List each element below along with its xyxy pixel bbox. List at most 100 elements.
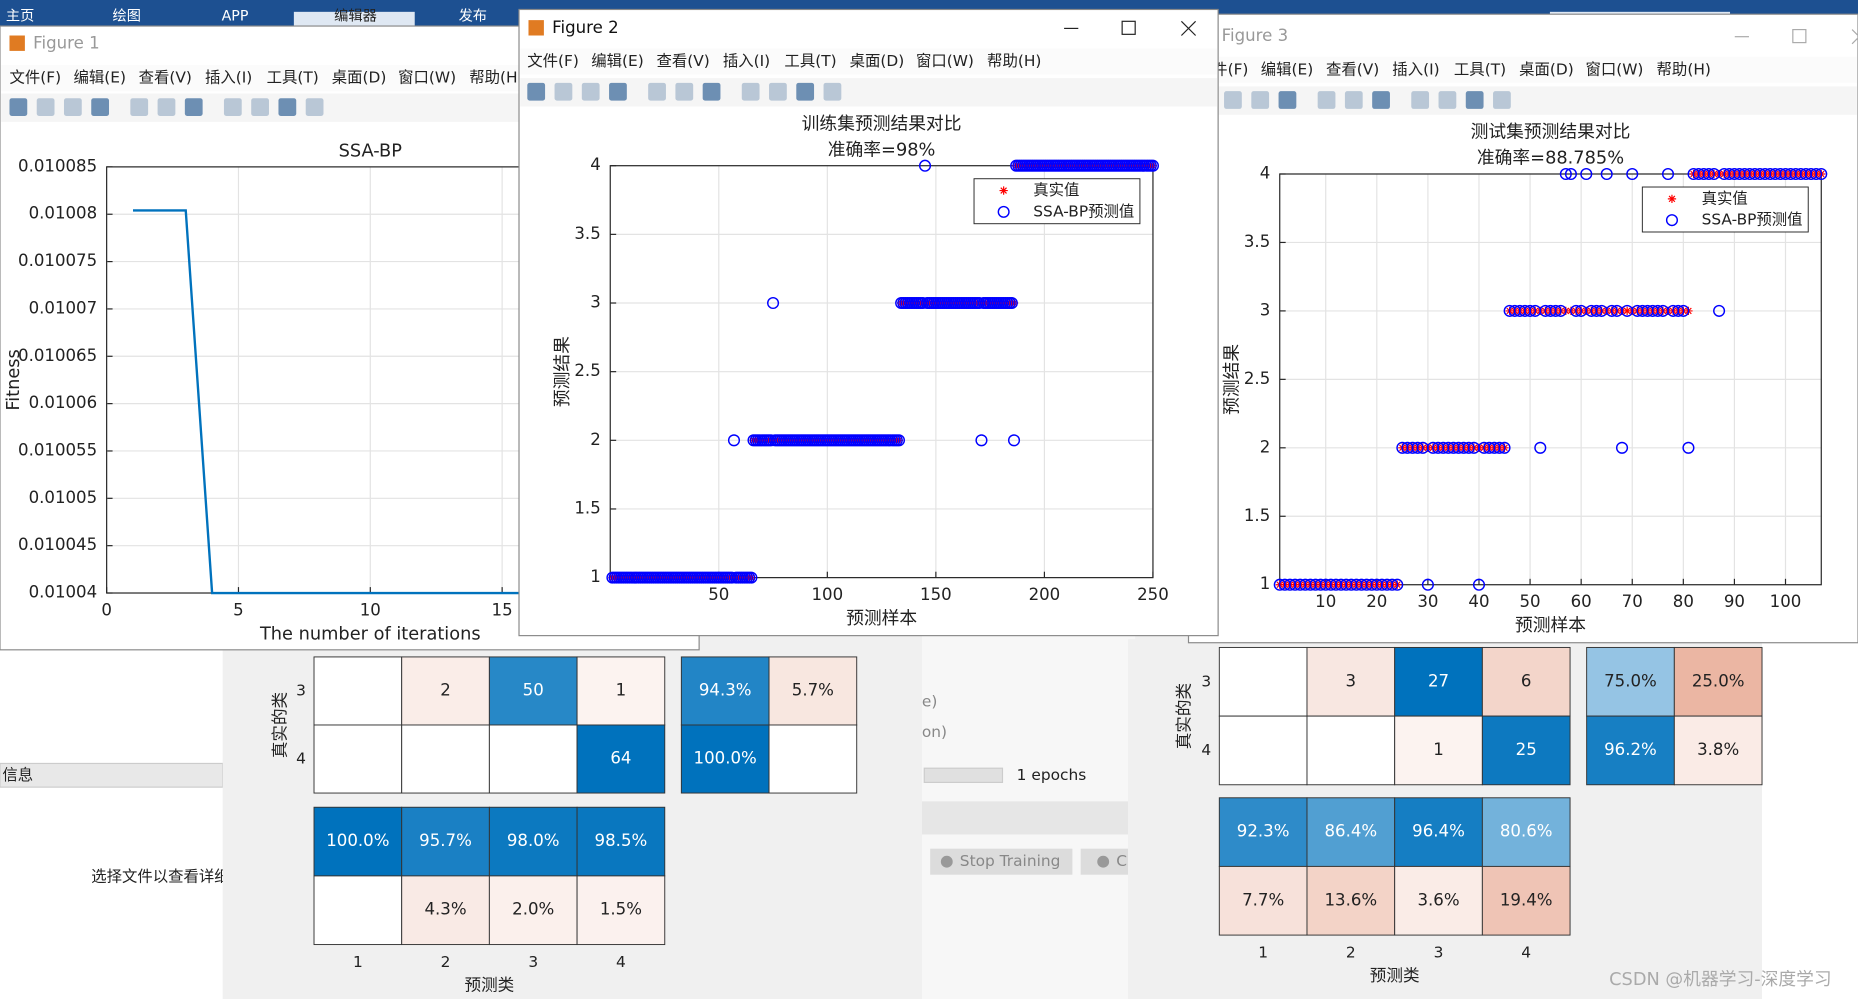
- menu-item[interactable]: 帮助(H): [469, 69, 523, 87]
- menu-item[interactable]: 桌面(D): [332, 69, 387, 87]
- menu-item[interactable]: 编辑(E): [1261, 60, 1313, 78]
- matrix-cell-label: 2.0%: [512, 900, 554, 919]
- menu-item[interactable]: 查看(V): [656, 52, 709, 70]
- toolbar-icon[interactable]: [1317, 91, 1336, 109]
- toolbar-icon[interactable]: [823, 82, 842, 101]
- matrix-cell-label: 75.0%: [1604, 671, 1657, 690]
- toolbar-icon[interactable]: [130, 98, 149, 116]
- circle-marker: [1391, 578, 1404, 591]
- menu-item[interactable]: 文件(F): [9, 69, 61, 87]
- menu-item[interactable]: 帮助(H): [1657, 60, 1711, 78]
- toolbar-icon[interactable]: [251, 98, 269, 116]
- matrix-cell: [401, 656, 490, 726]
- menu-item[interactable]: 编辑(E): [73, 69, 125, 87]
- matrix-cell-label: 13.6%: [1324, 890, 1377, 909]
- menu-item[interactable]: 查看(V): [1326, 60, 1379, 78]
- toolbar-icon[interactable]: [184, 98, 203, 116]
- circle-marker: [1498, 441, 1511, 454]
- window-title: Figure 2: [552, 18, 618, 37]
- menu-item[interactable]: 插入(I): [1392, 60, 1439, 78]
- matrix-cell: [1218, 865, 1308, 936]
- cancel-label[interactable]: C: [1116, 852, 1127, 870]
- matrix-cell-label: 96.4%: [1412, 822, 1465, 841]
- toolbar-icon[interactable]: [305, 98, 324, 116]
- x-tick-label: 10: [360, 600, 381, 619]
- toolbar-icon[interactable]: [609, 82, 627, 101]
- menu-item[interactable]: 文件(F): [527, 52, 579, 70]
- toolbar-icon[interactable]: [1224, 91, 1242, 109]
- toolbar-icon[interactable]: [702, 82, 721, 101]
- ribbon-tab[interactable]: 主页: [6, 8, 34, 25]
- menu-item[interactable]: 查看(V): [139, 69, 192, 87]
- close-button[interactable]: [1180, 20, 1197, 36]
- menu-item[interactable]: 窗口(W): [1585, 60, 1643, 78]
- matrix-cell: [1394, 797, 1483, 867]
- ribbon-tab[interactable]: 发布: [459, 8, 487, 25]
- menu-item[interactable]: 插入(I): [723, 52, 770, 70]
- menu-item[interactable]: 窗口(W): [398, 69, 456, 87]
- toolbar-icon[interactable]: [1278, 91, 1297, 109]
- menu-item[interactable]: 桌面(D): [1519, 60, 1574, 78]
- menu-item[interactable]: 帮助(H): [987, 52, 1041, 70]
- circle-marker: [1421, 578, 1434, 591]
- toolbar-icon[interactable]: [1344, 91, 1363, 109]
- menu-item[interactable]: 窗口(W): [916, 52, 974, 70]
- toolbar-icon[interactable]: [581, 82, 600, 101]
- toolbar-icon[interactable]: [1251, 91, 1270, 109]
- ribbon-tab[interactable]: 编辑器: [334, 8, 377, 25]
- matrix-cell-label: 50: [523, 680, 544, 699]
- toolbar-icon[interactable]: [741, 82, 760, 101]
- menu-bar: [520, 48, 1217, 75]
- matrix-cell: [313, 875, 403, 946]
- matrix-cell: [576, 875, 666, 946]
- stop-button[interactable]: [930, 848, 1073, 875]
- stop-label[interactable]: Stop Training: [960, 852, 1061, 870]
- y-tick-label: 2.5: [574, 361, 600, 380]
- toolbar-icon[interactable]: [554, 82, 573, 101]
- circle-marker: [1534, 441, 1547, 454]
- toolbar-icon[interactable]: [9, 98, 28, 116]
- matrix-cell-label: 3: [1346, 671, 1357, 690]
- toolbar-icon[interactable]: [675, 82, 694, 101]
- maximize-button[interactable]: [1792, 28, 1807, 44]
- toolbar-icon[interactable]: [1493, 91, 1511, 109]
- toolbar-icon[interactable]: [796, 82, 815, 101]
- maximize-button[interactable]: [1121, 20, 1136, 35]
- toolbar-icon[interactable]: [648, 82, 666, 101]
- toolbar-icon[interactable]: [1438, 91, 1457, 109]
- menu-item[interactable]: 工具(T): [1454, 60, 1506, 78]
- matrix-cell: [1481, 715, 1571, 786]
- toolbar-icon[interactable]: [1411, 91, 1430, 109]
- menu-item[interactable]: 工具(T): [784, 52, 836, 70]
- toolbar-icon[interactable]: [1372, 91, 1390, 109]
- matrix-cell: [488, 656, 578, 726]
- menu-item[interactable]: 编辑(E): [591, 52, 643, 70]
- matrix-cell-label: 96.2%: [1604, 740, 1657, 759]
- ribbon-tab[interactable]: APP: [222, 9, 249, 25]
- matrix-cell: [1586, 646, 1675, 717]
- ribbon-tab[interactable]: 绘图: [113, 8, 141, 25]
- menu-item[interactable]: 插入(I): [205, 69, 252, 87]
- y-tick-label: 0.010075: [18, 251, 97, 270]
- circle-marker: [1810, 167, 1823, 181]
- circle-marker: [1411, 441, 1424, 454]
- menu-item[interactable]: 桌面(D): [850, 52, 905, 70]
- window-title: Figure 3: [1222, 26, 1288, 45]
- toolbar-icon[interactable]: [223, 98, 242, 116]
- y-axis-label: Fitness: [4, 349, 24, 410]
- toolbar-icon[interactable]: [91, 98, 110, 116]
- menu-item[interactable]: 工具(T): [267, 69, 319, 87]
- matrix-cell-label: 98.0%: [507, 831, 560, 850]
- toolbar-icon[interactable]: [63, 98, 82, 116]
- toolbar-icon[interactable]: [1465, 91, 1484, 109]
- close-button[interactable]: [1851, 29, 1858, 45]
- toolbar-icon[interactable]: [278, 98, 297, 116]
- toolbar-icon[interactable]: [157, 98, 176, 116]
- circle-marker: [997, 205, 1010, 218]
- matrix-cell: [680, 724, 770, 794]
- toolbar-icon[interactable]: [527, 82, 546, 101]
- y-tick-label: 1.5: [574, 498, 600, 517]
- col-label: 4: [1521, 943, 1531, 961]
- toolbar-icon[interactable]: [36, 98, 55, 116]
- toolbar-icon[interactable]: [769, 82, 787, 101]
